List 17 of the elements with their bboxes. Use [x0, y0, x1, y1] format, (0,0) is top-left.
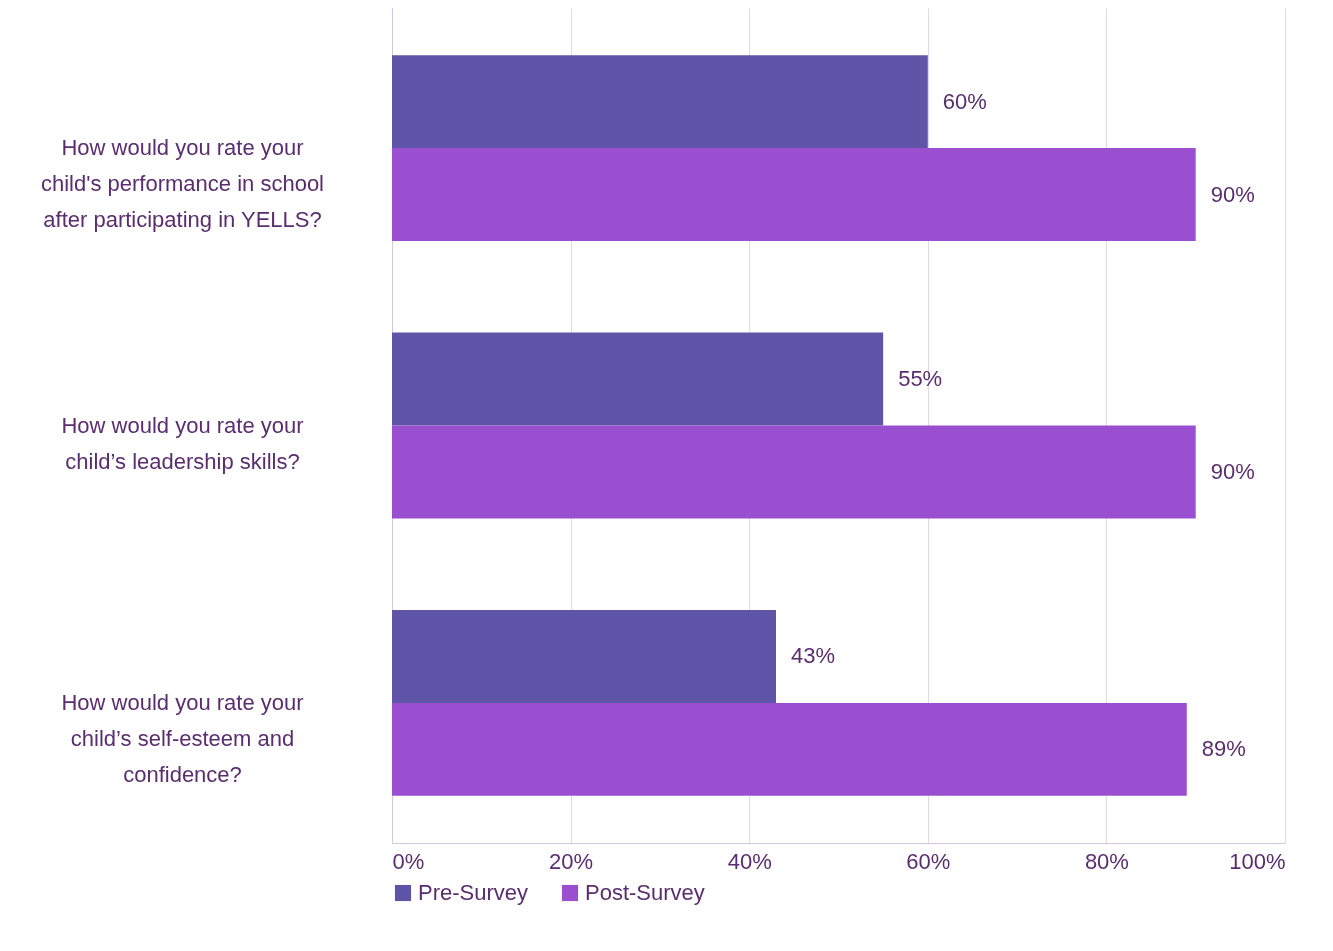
data-label: 90% — [1210, 181, 1255, 207]
x-tick-label: 20% — [549, 848, 594, 874]
data-label: 90% — [1210, 458, 1255, 484]
data-label: 43% — [790, 643, 836, 669]
x-tick-label: 80% — [1084, 848, 1129, 874]
x-tick-label: 40% — [727, 848, 772, 874]
legend-label: Pre-Survey — [418, 880, 529, 905]
x-tick-label: 60% — [906, 848, 951, 874]
x-tick-label: 0% — [392, 848, 425, 874]
legend-label: Post-Survey — [585, 880, 705, 905]
y-tick-label: How would you rate your child's performance in school after participating in YELLS? — [40, 135, 325, 233]
x-tick-label: 100% — [1229, 848, 1286, 874]
y-tick-label: How would you rate your child’s leadership skills? — [61, 412, 304, 474]
data-label: 89% — [1201, 736, 1246, 762]
y-tick-label: How would you rate your child’s self-esteem and confidence? — [61, 689, 304, 787]
data-label: 55% — [898, 366, 943, 392]
data-label: 60% — [942, 88, 987, 114]
